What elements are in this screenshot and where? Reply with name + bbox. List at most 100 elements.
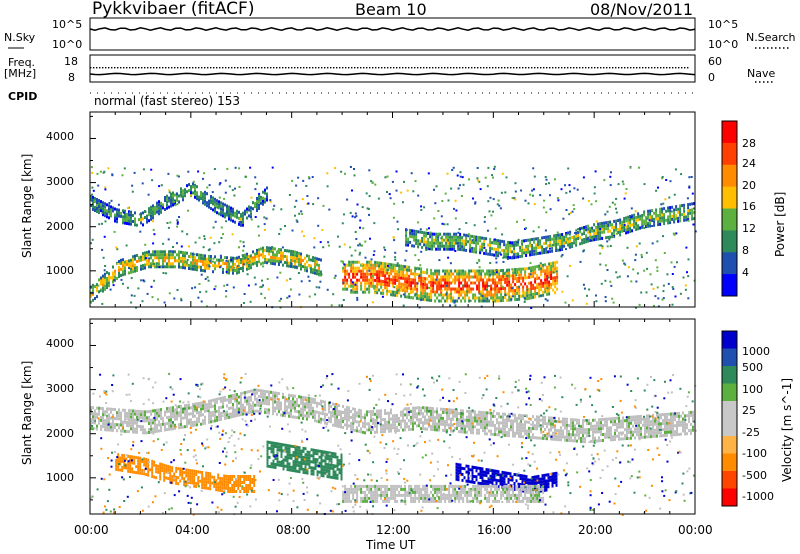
heatmap-cell bbox=[548, 274, 551, 278]
heatmap-cell bbox=[651, 218, 654, 222]
heatmap-cell bbox=[576, 418, 578, 422]
heatmap-cell bbox=[418, 406, 420, 410]
heatmap-cell bbox=[294, 415, 296, 419]
heatmap-cell bbox=[586, 238, 589, 241]
heatmap-cell bbox=[528, 266, 531, 270]
heatmap-cell bbox=[528, 426, 530, 430]
heatmap-cell bbox=[258, 197, 260, 201]
heatmap-cell bbox=[160, 253, 162, 257]
heatmap-cell bbox=[338, 413, 340, 416]
heatmap-cell bbox=[506, 280, 509, 284]
heatmap-cell bbox=[635, 306, 637, 309]
heatmap-cell bbox=[643, 210, 646, 214]
heatmap-cell bbox=[154, 265, 156, 269]
heatmap-cell bbox=[280, 401, 282, 405]
heatmap-cell bbox=[184, 416, 186, 420]
heatmap-cell bbox=[398, 288, 401, 292]
heatmap-cell bbox=[362, 272, 365, 276]
heatmap-cell bbox=[116, 417, 118, 421]
heatmap-cell bbox=[604, 420, 606, 424]
heatmap-cell bbox=[583, 232, 586, 235]
heatmap-cell bbox=[130, 216, 132, 220]
heatmap-cell bbox=[430, 412, 432, 416]
heatmap-cell bbox=[426, 277, 429, 281]
heatmap-cell bbox=[296, 404, 298, 407]
heatmap-cell bbox=[298, 260, 300, 264]
heatmap-cell bbox=[566, 435, 568, 439]
heatmap-cell bbox=[595, 231, 598, 235]
heatmap-cell bbox=[178, 426, 180, 430]
heatmap-cell bbox=[132, 418, 134, 422]
heatmap-cell bbox=[426, 409, 428, 413]
heatmap-cell bbox=[634, 210, 637, 213]
heatmap-cell bbox=[264, 410, 266, 414]
heatmap-cell bbox=[651, 215, 654, 219]
heatmap-cell bbox=[404, 259, 407, 262]
heatmap-cell bbox=[378, 409, 380, 413]
heatmap-cell bbox=[482, 411, 484, 415]
heatmap-cell bbox=[689, 208, 692, 212]
heatmap-cell bbox=[372, 253, 375, 256]
heatmap-cell bbox=[408, 286, 411, 290]
heatmap-cell bbox=[660, 434, 662, 438]
heatmap-cell bbox=[474, 416, 476, 420]
heatmap-cell bbox=[369, 237, 371, 240]
heatmap-cell bbox=[396, 279, 399, 282]
heatmap-cell bbox=[162, 256, 164, 260]
heatmap-cell bbox=[273, 204, 276, 207]
heatmap-cell bbox=[599, 234, 602, 238]
heatmap-cell bbox=[494, 284, 497, 288]
heatmap-cell bbox=[614, 435, 616, 438]
heatmap-cell bbox=[364, 284, 367, 288]
heatmap-cell bbox=[404, 283, 407, 287]
heatmap-cell bbox=[500, 191, 503, 194]
heatmap-cell bbox=[504, 274, 507, 278]
heatmap-cell bbox=[258, 206, 260, 210]
heatmap-cell bbox=[662, 297, 665, 300]
heatmap-cell bbox=[142, 410, 144, 414]
heatmap-cell bbox=[153, 233, 156, 236]
heatmap-cell bbox=[244, 391, 246, 395]
heatmap-cell bbox=[512, 271, 515, 275]
heatmap-cell bbox=[506, 416, 508, 419]
heatmap-cell bbox=[139, 230, 142, 233]
heatmap-cell bbox=[412, 290, 415, 294]
heatmap-cell bbox=[598, 430, 600, 434]
heatmap-cell bbox=[464, 278, 467, 282]
heatmap-cell bbox=[592, 418, 594, 422]
heatmap-cell bbox=[458, 424, 460, 428]
heatmap-cell bbox=[296, 220, 299, 223]
heatmap-cell bbox=[661, 177, 664, 180]
heatmap-cell bbox=[150, 256, 152, 260]
heatmap-cell bbox=[314, 293, 317, 296]
heatmap-cell bbox=[601, 236, 604, 240]
heatmap-cell bbox=[102, 416, 104, 420]
heatmap-cell bbox=[256, 206, 258, 209]
heatmap-cell bbox=[508, 413, 510, 417]
heatmap-cell bbox=[104, 220, 107, 223]
heatmap-cell bbox=[587, 200, 590, 202]
heatmap-cell bbox=[482, 414, 484, 418]
heatmap-cell bbox=[435, 235, 438, 239]
heatmap-cell bbox=[132, 430, 134, 434]
heatmap-cell bbox=[667, 282, 670, 285]
heatmap-cell bbox=[134, 269, 136, 273]
heatmap-cell bbox=[603, 221, 606, 225]
heatmap-cell bbox=[356, 411, 358, 415]
heatmap-cell bbox=[512, 431, 514, 435]
heatmap-cell bbox=[228, 217, 230, 221]
heatmap-cell bbox=[196, 185, 198, 189]
heatmap-cell bbox=[210, 399, 212, 403]
heatmap-cell bbox=[222, 259, 224, 262]
heatmap-cell bbox=[529, 250, 532, 254]
heatmap-cell bbox=[280, 407, 282, 411]
heatmap-cell bbox=[332, 402, 334, 406]
heatmap-cell bbox=[410, 281, 413, 285]
heatmap-cell bbox=[232, 406, 234, 409]
heatmap-cell bbox=[348, 415, 350, 419]
heatmap-cell bbox=[194, 189, 196, 193]
heatmap-cell bbox=[344, 284, 347, 288]
heatmap-cell bbox=[266, 261, 268, 265]
heatmap-cell bbox=[552, 434, 554, 438]
heatmap-cell bbox=[208, 266, 210, 270]
